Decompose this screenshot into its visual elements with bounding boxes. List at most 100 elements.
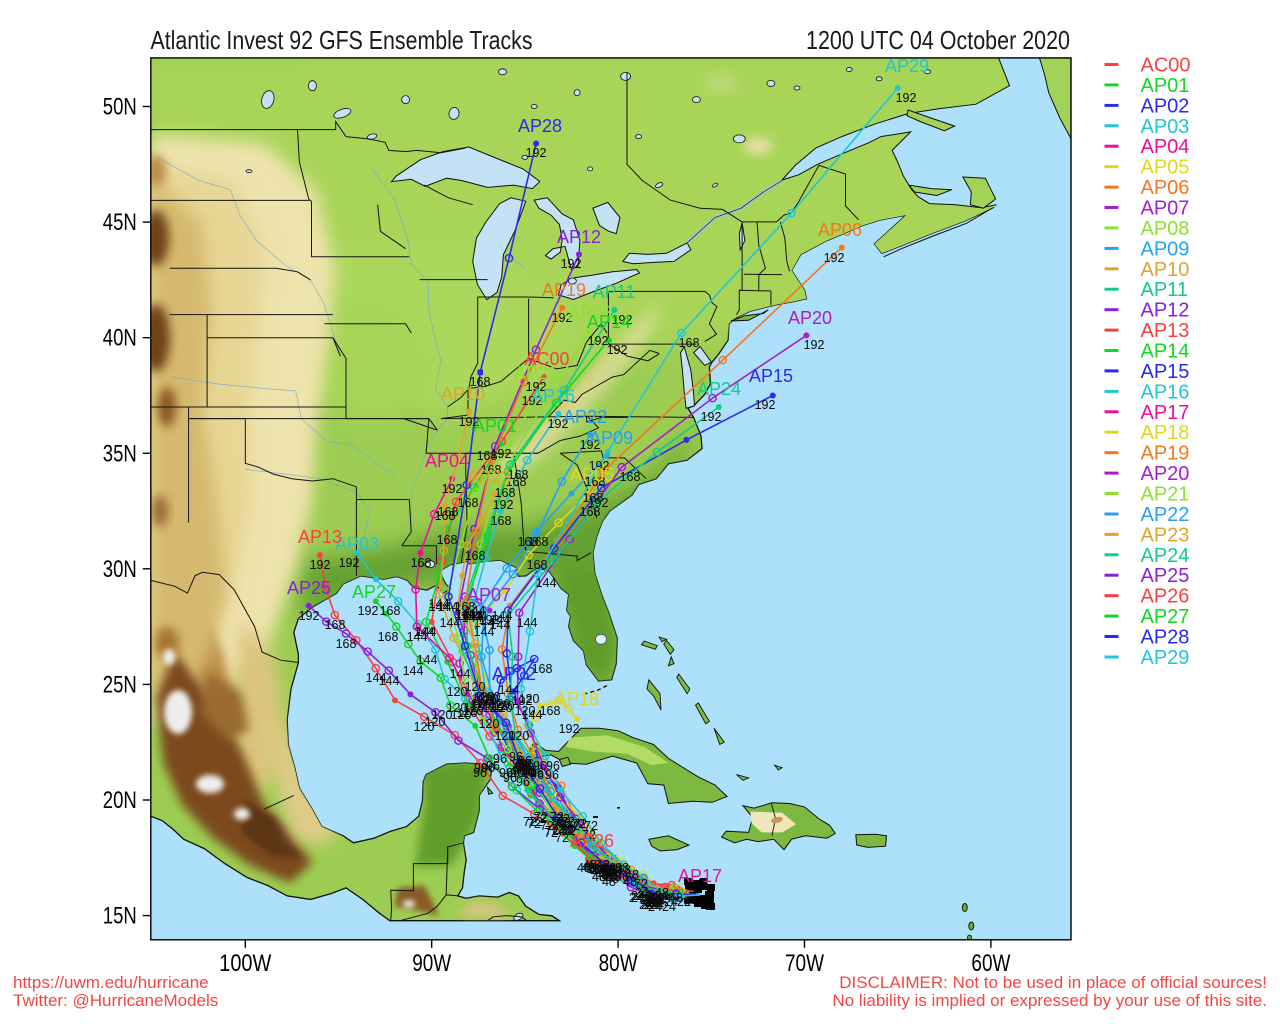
svg-text:72: 72 [555,831,569,845]
svg-text:Atlantic Invest 92 GFS Ensembl: Atlantic Invest 92 GFS Ensemble Tracks [151,25,533,55]
svg-text:168: 168 [495,486,516,500]
svg-text:24: 24 [658,891,672,905]
svg-text:144: 144 [522,708,543,722]
svg-text:168: 168 [477,449,498,463]
svg-text:192: 192 [442,482,463,496]
svg-text:168: 168 [620,470,641,484]
svg-text:48: 48 [603,870,617,884]
svg-text:20N: 20N [103,787,137,814]
svg-text:192: 192 [522,394,543,408]
svg-text:120: 120 [457,706,478,720]
svg-text:24: 24 [684,895,698,909]
svg-text:120: 120 [476,694,497,708]
svg-text:48: 48 [598,868,612,882]
svg-text:24: 24 [642,893,656,907]
svg-text:144: 144 [467,609,488,623]
svg-text:45N: 45N [103,209,137,236]
svg-text:24: 24 [649,895,663,909]
svg-text:144: 144 [465,604,486,618]
svg-text:72: 72 [545,824,559,838]
svg-text:120: 120 [464,701,485,715]
svg-text:96: 96 [615,870,629,884]
svg-text:AP05: AP05 [1141,157,1190,179]
svg-text:72: 72 [540,819,554,833]
svg-text:48: 48 [596,863,610,877]
svg-text:168: 168 [470,375,491,389]
svg-text:192: 192 [559,722,580,736]
svg-text:120: 120 [495,729,516,743]
svg-text:AP21: AP21 [514,363,558,383]
svg-text:AP03: AP03 [335,534,379,554]
svg-text:120: 120 [470,699,491,713]
svg-text:24: 24 [640,893,654,907]
svg-text:192: 192 [580,438,601,452]
svg-text:48: 48 [604,863,618,877]
svg-text:48: 48 [608,861,622,875]
svg-text:24: 24 [645,895,659,909]
svg-text:168: 168 [585,475,606,489]
svg-text:AP13: AP13 [1141,320,1190,342]
svg-text:AP24: AP24 [697,379,741,399]
svg-text:AP11: AP11 [1141,279,1188,301]
svg-text:AP20: AP20 [788,308,832,328]
svg-text:24: 24 [641,898,655,912]
svg-text:48: 48 [605,872,619,886]
svg-text:AC00: AC00 [524,349,569,369]
svg-text:144: 144 [536,576,557,590]
svg-text:168: 168 [583,491,604,505]
svg-text:AP21: AP21 [1141,484,1190,506]
svg-text:144: 144 [416,625,437,639]
svg-text:120: 120 [601,865,622,879]
svg-text:144: 144 [379,674,400,688]
svg-text:AP07: AP07 [467,585,511,605]
svg-text:120: 120 [425,715,446,729]
svg-text:192: 192 [896,91,917,105]
svg-text:AP27: AP27 [352,582,396,602]
svg-text:AP20: AP20 [1141,463,1190,485]
svg-text:24: 24 [677,895,691,909]
svg-text:144: 144 [407,630,428,644]
svg-text:120: 120 [432,708,453,722]
svg-text:72: 72 [550,815,564,829]
svg-text:120: 120 [447,701,468,715]
svg-text:120: 120 [490,697,511,711]
svg-text:168: 168 [378,630,399,644]
svg-text:120: 120 [483,701,504,715]
svg-text:96: 96 [520,757,534,771]
svg-text:96: 96 [486,759,500,773]
svg-text:168: 168 [481,463,502,477]
svg-text:144: 144 [440,616,461,630]
svg-text:120: 120 [465,680,486,694]
svg-text:48: 48 [600,865,614,879]
svg-text:72: 72 [557,817,571,831]
svg-text:48: 48 [587,858,601,872]
svg-text:192: 192 [459,415,480,429]
svg-text:72: 72 [553,819,567,833]
svg-text:AP04: AP04 [425,451,469,471]
svg-text:168: 168 [528,535,549,549]
svg-text:24: 24 [662,900,676,914]
svg-text:24: 24 [645,893,659,907]
svg-text:96: 96 [516,775,530,789]
svg-text:48: 48 [602,863,616,877]
svg-text:168: 168 [580,505,601,519]
svg-text:120: 120 [414,720,435,734]
svg-text:AP14: AP14 [1141,341,1190,363]
svg-text:AP22: AP22 [1141,504,1190,526]
svg-text:192: 192 [512,694,533,708]
svg-text:192: 192 [526,380,547,394]
svg-text:72: 72 [582,828,596,842]
svg-text:24: 24 [648,891,662,905]
svg-text:144: 144 [463,609,484,623]
svg-text:192: 192 [493,498,514,512]
svg-text:24: 24 [629,891,643,905]
svg-text:80W: 80W [599,950,638,977]
svg-text:AP26: AP26 [570,831,614,851]
svg-text:96: 96 [506,766,520,780]
svg-text:24: 24 [646,898,660,912]
svg-text:AP24: AP24 [1141,545,1190,567]
svg-text:72: 72 [527,817,541,831]
svg-text:168: 168 [679,336,700,350]
svg-text:AP08: AP08 [568,303,612,323]
svg-text:144: 144 [429,600,450,614]
